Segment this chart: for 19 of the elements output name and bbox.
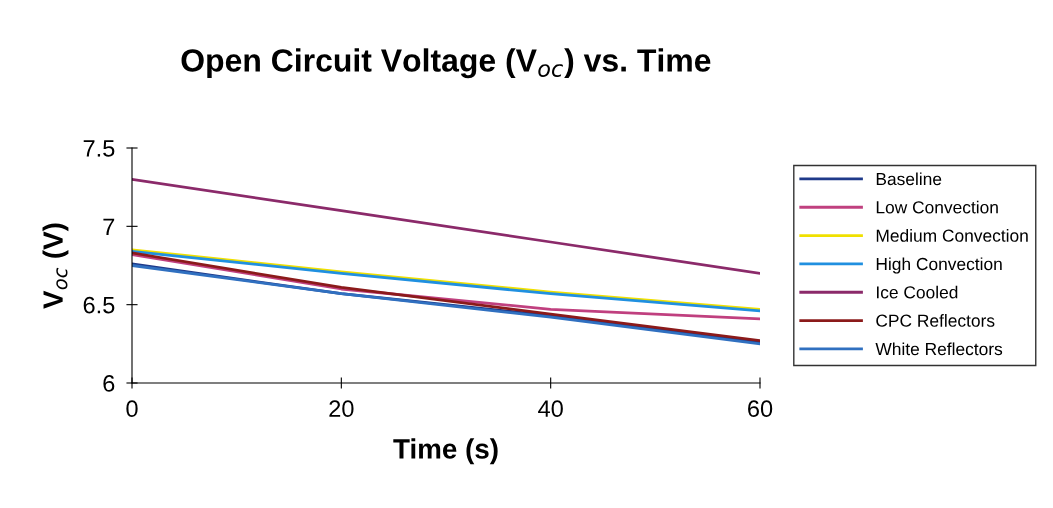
y-tick-label: 6 (103, 375, 115, 392)
legend-label: High Convection (876, 257, 1002, 274)
y-axis-title: V$_{oc}$ (V) (42, 223, 69, 309)
y-tick-label: 7 (103, 218, 115, 235)
line-series (132, 177, 760, 275)
x-tick-label: 40 (538, 400, 563, 418)
legend-label: Baseline (876, 172, 942, 186)
x-tick-label: 20 (329, 400, 354, 418)
legend-label: White Reflectors (875, 342, 1003, 356)
legend-label: Low Convection (876, 200, 998, 214)
x-tick-label: 60 (748, 400, 773, 418)
x-axis-title: Time (s) (393, 438, 498, 465)
y-tick-label: 6.5 (83, 296, 115, 314)
chart-title: Open Circuit Voltage (V$_{oc}$) vs. Time (181, 48, 711, 79)
legend-label: Medium Convection (876, 229, 1028, 242)
legend-label: Ice Cooled (877, 285, 958, 299)
y-tick-label: 7.5 (83, 140, 115, 157)
x-tick-label: 0 (126, 400, 138, 418)
legend-label: CPC Reflectors (876, 314, 995, 327)
